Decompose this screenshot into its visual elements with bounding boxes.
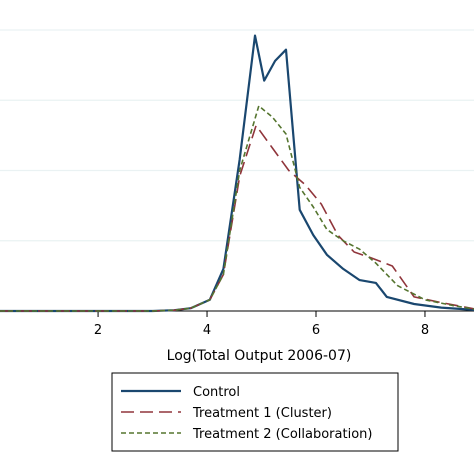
x-tick-label-4: 4	[203, 323, 211, 338]
x-tick-label-8: 8	[421, 323, 429, 338]
legend-label-2: Treatment 2 (Collaboration)	[192, 427, 372, 442]
legend-label-1: Treatment 1 (Cluster)	[192, 406, 332, 421]
x-axis: 2 4 6 8	[0, 310, 474, 338]
series-line-1	[0, 124, 474, 312]
series-lines	[0, 34, 474, 313]
series-line-0	[0, 34, 474, 313]
legend-box	[111, 372, 399, 452]
x-axis-title: Log(Total Output 2006-07)	[167, 348, 352, 364]
series-line-2	[0, 105, 474, 312]
x-tick-label-6: 6	[312, 323, 320, 338]
grid	[0, 29, 474, 242]
legend-label-0: Control	[193, 385, 240, 400]
legend: Control Treatment 1 (Cluster) Treatment 2 …	[111, 372, 399, 452]
x-tick-label-2: 2	[94, 323, 102, 338]
